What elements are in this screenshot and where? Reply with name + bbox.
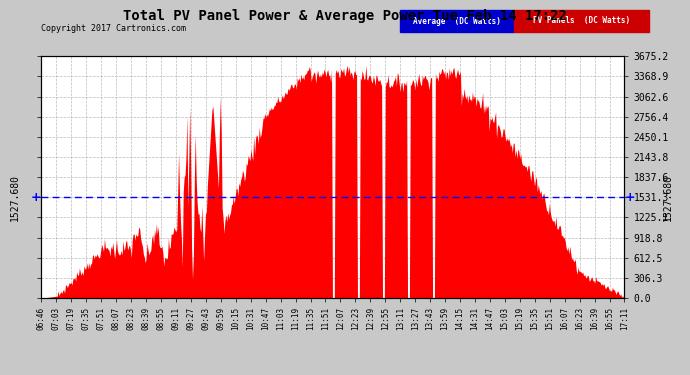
Text: Average  (DC Watts): Average (DC Watts)	[413, 16, 501, 26]
Text: +: +	[624, 191, 635, 204]
Text: PV Panels  (DC Watts): PV Panels (DC Watts)	[533, 16, 630, 26]
Text: 1527.680: 1527.680	[10, 174, 20, 221]
Text: Copyright 2017 Cartronics.com: Copyright 2017 Cartronics.com	[41, 24, 186, 33]
Text: +: +	[31, 191, 41, 204]
Text: 1527.680: 1527.680	[663, 174, 673, 221]
Text: Total PV Panel Power & Average Power Tue Feb 14 17:22: Total PV Panel Power & Average Power Tue…	[123, 9, 567, 23]
Bar	[400, 10, 515, 32]
Bar	[515, 10, 649, 32]
